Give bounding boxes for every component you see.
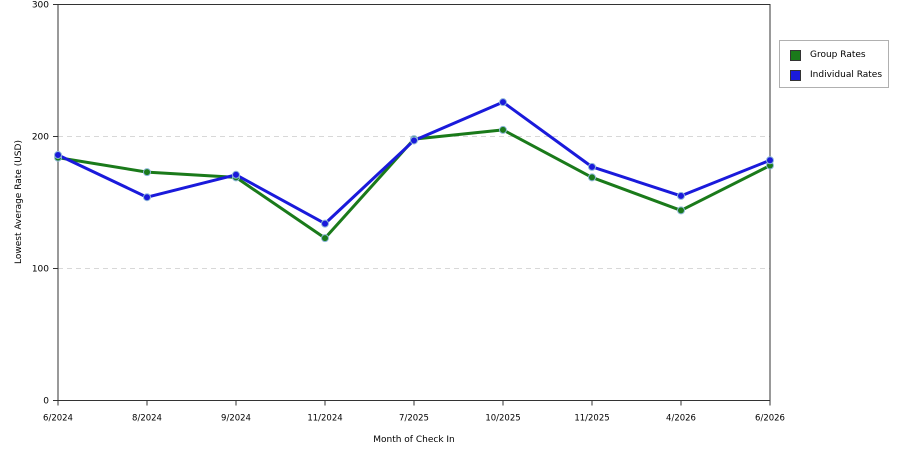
x-tick-label-6: 11/2025 (574, 414, 609, 424)
x-tick-label-2: 9/2024 (221, 414, 251, 424)
legend-swatch-individual-rates (790, 69, 801, 81)
series-1-point-4 (410, 136, 418, 145)
x-tick-label-3: 11/2024 (307, 414, 342, 424)
series-1-point-0 (54, 150, 62, 159)
series-1-point-7 (677, 191, 685, 200)
y-tick-label-100: 100 (32, 265, 49, 275)
y-axis-title: Lowest Average Rate (USD) (14, 140, 24, 264)
series-0-point-5 (499, 125, 507, 134)
x-tick-label-7: 4/2026 (666, 414, 696, 424)
series-0-point-7 (677, 206, 685, 215)
x-tick-label-1: 8/2024 (132, 414, 162, 424)
series-1-point-5 (499, 98, 507, 107)
series-1-point-1 (143, 193, 151, 202)
x-tick-label-4: 7/2025 (399, 414, 429, 424)
legend-item-individual-rates: Individual Rates (790, 68, 882, 82)
x-tick-label-0: 6/2024 (43, 414, 73, 424)
x-tick-label-8: 6/2026 (755, 414, 785, 424)
series-1-point-8 (766, 156, 774, 165)
legend: Group Rates Individual Rates (779, 40, 889, 88)
axes: 0 100 200 300 6/2024 8/2024 9/2024 11/2024 7/202… (32, 1, 785, 424)
legend-label-individual-rates: Individual Rates (810, 70, 883, 80)
series-1-point-2 (232, 170, 240, 179)
legend-label-group-rates: Group Rates (810, 50, 866, 60)
y-tick-label-200: 200 (32, 133, 49, 143)
x-axis-title: Month of Check In (373, 435, 455, 445)
series-0-point-1 (143, 168, 151, 177)
y-tick-label-300: 300 (32, 1, 49, 11)
y-tick-label-0: 0 (43, 397, 49, 407)
legend-swatch-group-rates (790, 49, 801, 61)
series-1-point-3 (321, 219, 329, 228)
series-1-point-6 (588, 162, 596, 171)
series-0-point-3 (321, 234, 329, 243)
series-0-point-6 (588, 173, 596, 182)
x-tick-label-5: 10/2025 (485, 414, 520, 424)
series-lines (54, 98, 774, 243)
legend-item-group-rates: Group Rates (790, 48, 866, 62)
series-line-0 (57, 128, 771, 240)
